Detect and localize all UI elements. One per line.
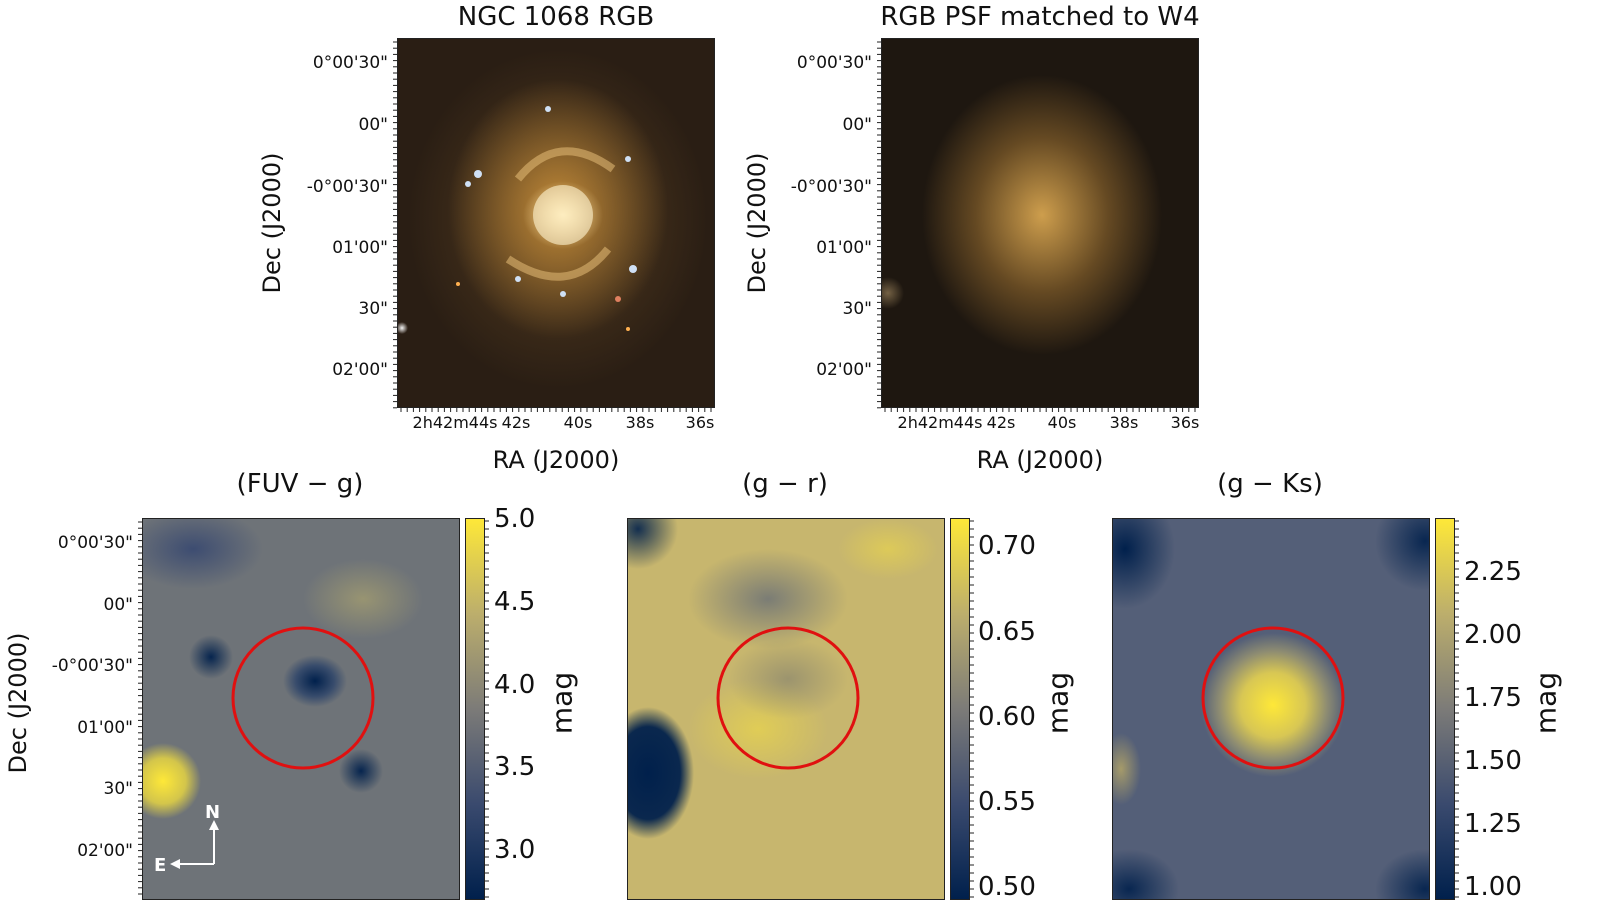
colorbar-tick-label: 4.0 [494,670,536,700]
y-tick-label: 30" [103,779,133,799]
g-r-color-map [627,518,945,900]
x-tick-label: 36s [685,413,715,432]
x-tick-label: 2h42m44s [897,413,983,432]
colorbar-tick-label: 1.00 [1464,872,1522,902]
x-tick-label: 40s [563,413,593,432]
y-tick-label: 02'00" [332,360,388,380]
y-tick-label: 0°00'30" [796,53,872,73]
x-tick-label: 38s [1109,413,1139,432]
colorbar-label: mag [545,671,579,735]
y-tick-label: 01'00" [332,238,388,258]
x-tick-label: 38s [625,413,655,432]
y-tick-label: 0°00'30" [57,533,133,553]
y-tick-label: 30" [842,299,872,319]
colorbar-tick-label: 0.60 [978,702,1036,732]
y-tick-label: 30" [358,299,388,319]
panel-title-fuv-g: (FUV − g) [236,469,364,499]
colorbar [1435,518,1455,900]
colorbar-tick-label: 2.25 [1464,557,1522,587]
colorbar-tick-label: 1.50 [1464,746,1522,776]
y-axis-label: Dec (J2000) [4,632,32,774]
y-axis-label: Dec (J2000) [743,152,771,294]
x-tick-label: 36s [1170,413,1200,432]
y-tick-label: 0°00'30" [312,53,388,73]
colorbar-tick-label: 0.50 [978,872,1036,902]
x-tick-label: 42s [986,413,1016,432]
colorbar-tick-label: 4.5 [494,587,536,617]
north-label: N [205,802,221,823]
y-tick-label: 02'00" [816,360,872,380]
colorbar-tick-label: 2.00 [1464,620,1522,650]
colorbar [950,518,970,900]
colorbar-tick-label: 3.5 [494,752,536,782]
colorbar-tick-label: 1.25 [1464,809,1522,839]
x-axis-label: RA (J2000) [976,446,1104,474]
panel-title-g-ks: (g − Ks) [1217,469,1323,499]
y-tick-label: -0°00'30" [51,656,133,676]
x-tick-label: 42s [501,413,531,432]
y-tick-label: 01'00" [77,718,133,738]
colorbar-tick-label: 0.70 [978,531,1036,561]
y-tick-label: 02'00" [77,841,133,861]
y-tick-label: 00" [842,115,872,135]
panel-title-ngc1068-rgb: NGC 1068 RGB [457,2,655,32]
colorbar-tick-label: 3.0 [494,835,536,865]
colorbar-tick-label: 0.55 [978,787,1036,817]
panel-title-g-r: (g − r) [742,469,828,499]
y-axis-label: Dec (J2000) [258,152,286,294]
ngc1068-rgb-image [397,38,715,408]
colorbar-tick-label: 1.75 [1464,683,1522,713]
fuv-g-color-map [142,518,460,900]
x-axis-label: RA (J2000) [492,446,620,474]
colorbar-tick-label: 5.0 [494,504,536,534]
east-label: E [154,855,167,876]
panel-title-rgb-psf-matched: RGB PSF matched to W4 [880,2,1200,32]
y-tick-label: -0°00'30" [790,177,872,197]
g-ks-color-map [1112,518,1430,900]
colorbar [465,518,485,900]
y-tick-label: -0°00'30" [306,177,388,197]
y-tick-label: 00" [358,115,388,135]
colorbar-label: mag [1041,671,1075,735]
colorbar-label: mag [1529,671,1563,735]
rgb-psf-matched-image [881,38,1199,408]
y-tick-label: 00" [103,595,133,615]
colorbar-tick-label: 0.65 [978,617,1036,647]
x-tick-label: 2h42m44s [412,413,498,432]
x-tick-label: 40s [1047,413,1077,432]
y-tick-label: 01'00" [816,238,872,258]
